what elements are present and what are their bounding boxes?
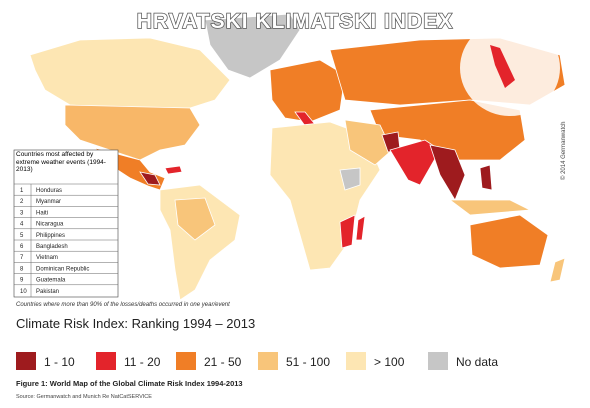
footnote: Countries where more than 90% of the los… bbox=[16, 302, 230, 308]
indonesia bbox=[448, 199, 532, 216]
legend-label: No data bbox=[456, 355, 498, 369]
myanmar-vietnam bbox=[429, 144, 466, 201]
usa bbox=[64, 104, 201, 161]
legend-label: 1 - 10 bbox=[44, 355, 75, 369]
title: HRVATSKI KLIMATSKI INDEX bbox=[137, 10, 453, 33]
rank: 5 bbox=[20, 233, 24, 239]
country: Myanmar bbox=[36, 199, 61, 205]
canada bbox=[29, 37, 231, 109]
rank: 2 bbox=[20, 199, 24, 205]
brazil-west bbox=[174, 197, 216, 241]
legend-swatch bbox=[16, 352, 36, 370]
rank: 8 bbox=[20, 266, 24, 272]
legend-swatch bbox=[346, 352, 366, 370]
rank: 7 bbox=[20, 255, 24, 261]
legend: 1 - 10 11 - 20 21 - 50 51 - 100 > 100 No data bbox=[16, 352, 498, 370]
rank: 3 bbox=[20, 210, 24, 216]
caption: Figure 1: World Map of the Global Climat… bbox=[16, 379, 243, 388]
table-title: Countries most affected by extreme weath… bbox=[16, 151, 106, 173]
legend-swatch bbox=[258, 352, 278, 370]
copyright: © 2014 Germanwatch bbox=[560, 122, 567, 180]
somalia bbox=[339, 167, 361, 191]
rank: 1 bbox=[20, 188, 24, 194]
rank: 6 bbox=[20, 244, 24, 250]
country: Philippines bbox=[36, 233, 65, 239]
country: Pakistan bbox=[36, 289, 59, 295]
india bbox=[389, 139, 441, 186]
country: Bangladesh bbox=[36, 244, 68, 250]
legend-label: > 100 bbox=[374, 355, 405, 369]
country: Nicaragua bbox=[36, 222, 64, 228]
rank: 10 bbox=[20, 289, 27, 295]
madagascar bbox=[355, 215, 366, 241]
rank: 4 bbox=[20, 222, 24, 228]
middle-east bbox=[344, 119, 393, 166]
australia bbox=[469, 214, 549, 269]
country: Guatemala bbox=[36, 278, 66, 284]
europe bbox=[269, 59, 346, 123]
philippines bbox=[479, 164, 493, 191]
legend-swatch bbox=[176, 352, 196, 370]
legend-label: 11 - 20 bbox=[124, 355, 161, 369]
rank: 9 bbox=[20, 278, 24, 284]
source: Source: Germanwatch and Munich Re NatCat… bbox=[16, 394, 152, 400]
legend-swatch bbox=[428, 352, 448, 370]
new-zealand bbox=[549, 257, 566, 283]
caribbean bbox=[164, 165, 183, 175]
country-table: Countries most affected by extreme weath… bbox=[13, 149, 119, 298]
country: Haiti bbox=[36, 210, 48, 216]
italy-zoom bbox=[490, 45, 515, 88]
legend-swatch bbox=[96, 352, 116, 370]
central-america bbox=[139, 171, 161, 186]
world-map bbox=[29, 13, 566, 301]
country: Vietnam bbox=[36, 255, 58, 261]
legend-title: Climate Risk Index: Ranking 1994 – 2013 bbox=[16, 316, 255, 331]
country: Dominican Republic bbox=[36, 266, 89, 272]
legend-label: 51 - 100 bbox=[286, 355, 330, 369]
greenland bbox=[204, 13, 301, 79]
mozambique bbox=[339, 214, 356, 249]
table-title-box: Countries most affected by extreme weath… bbox=[16, 151, 106, 173]
legend-label: 21 - 50 bbox=[204, 355, 242, 369]
zoom-circle bbox=[460, 20, 560, 116]
table-box bbox=[13, 149, 119, 298]
country: Honduras bbox=[36, 188, 62, 194]
